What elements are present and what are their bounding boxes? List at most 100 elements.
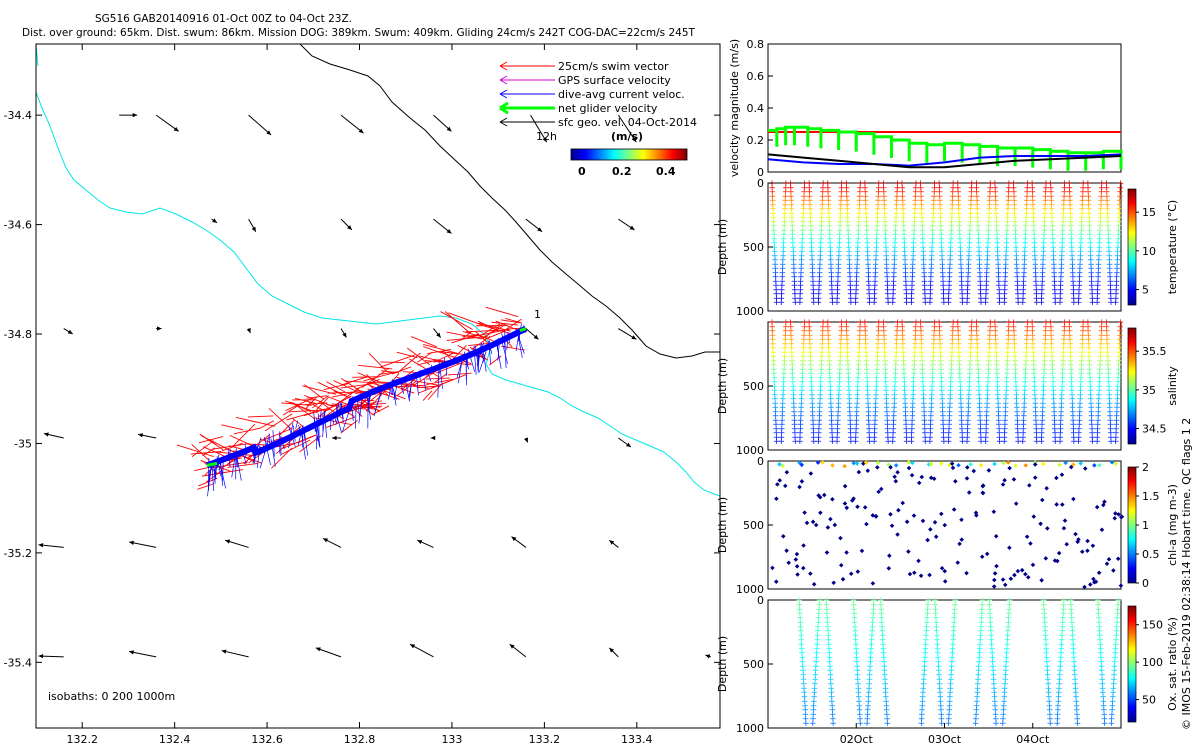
- temperature-data-point: +: [1030, 230, 1038, 240]
- salinity-data-point: +: [791, 433, 799, 443]
- temperature-data-point: +: [1117, 179, 1125, 189]
- map-legend: 25cm/s swim vector GPS surface velocity …: [499, 60, 697, 178]
- salinity-data-point: +: [771, 390, 779, 400]
- temperature-data-point: +: [984, 239, 992, 249]
- temperature-data-point: +: [853, 273, 861, 283]
- temperature-data-point: +: [946, 268, 954, 278]
- temperature-data-point: +: [1088, 281, 1096, 291]
- temperature-data-point: +: [787, 183, 795, 193]
- swim-vector: [397, 381, 417, 396]
- temperature-data-point: +: [854, 239, 862, 249]
- temperature-data-point: +: [1061, 179, 1069, 189]
- temperature-data-point: +: [936, 188, 944, 198]
- temperature-data-point: +: [966, 222, 974, 232]
- temperature-data-point: +: [799, 222, 807, 232]
- temperature-data-point: +: [770, 217, 778, 227]
- temperature-data-point: +: [1022, 234, 1030, 244]
- temperature-data-point: +: [828, 290, 836, 300]
- temperature-data-point: +: [816, 260, 824, 270]
- temperature-data-point: +: [973, 196, 981, 206]
- temperature-data-point: +: [992, 192, 1000, 202]
- temperature-data-point: +: [827, 256, 835, 266]
- temperature-data-point: +: [910, 239, 918, 249]
- temperature-data-point: +: [993, 230, 1001, 240]
- temperature-data-point: +: [863, 230, 871, 240]
- geo-vector-head: [266, 130, 272, 135]
- salinity-data-point: +: [789, 365, 797, 375]
- temperature-data-point: +: [845, 243, 853, 253]
- temperature-data-point: +: [884, 277, 892, 287]
- temperature-data-point: +: [892, 230, 900, 240]
- temperature-data-point: +: [837, 205, 845, 215]
- swim-vector: [427, 349, 452, 355]
- temperature-data-point: +: [908, 281, 916, 291]
- swim-vector: [355, 379, 380, 390]
- temperature-data-point: +: [1085, 200, 1093, 210]
- temperature-data-point: +: [994, 243, 1002, 253]
- temperature-data-point: +: [1003, 226, 1011, 236]
- temperature-data-point: +: [1013, 251, 1021, 261]
- salinity-data-point: +: [781, 339, 789, 349]
- temperature-data-point: +: [1057, 290, 1065, 300]
- temperature-data-point: +: [873, 226, 881, 236]
- geo-vector-head: [625, 442, 631, 447]
- temperature-data-point: +: [996, 298, 1004, 308]
- temperature-data-point: +: [930, 192, 938, 202]
- temperature-data-point: +: [873, 234, 881, 244]
- temperature-data-point: +: [1095, 260, 1103, 270]
- temperature-data-point: +: [1097, 205, 1105, 215]
- temperature-data-point: +: [1002, 247, 1010, 257]
- swim-vector: [221, 424, 244, 431]
- temperature-data-point: +: [986, 183, 994, 193]
- geo-vector-head: [129, 650, 135, 655]
- legend-net-arrowhead: [499, 101, 509, 115]
- temperature-data-point: +: [797, 273, 805, 283]
- temperature-data-point: +: [782, 188, 790, 198]
- temperature-data-point: +: [1075, 281, 1083, 291]
- swim-vector: [448, 312, 484, 326]
- profile-panel-oxygen: ++++++++++++++++++++++++++++++++++++++++…: [716, 594, 1179, 746]
- temperature-data-point: +: [1023, 205, 1031, 215]
- temperature-data-point: +: [845, 230, 853, 240]
- temperature-data-point: +: [835, 243, 843, 253]
- salinity-data-point: +: [769, 344, 777, 354]
- temperature-data-point: +: [1028, 179, 1036, 189]
- salinity-data-point: +: [790, 399, 798, 409]
- temperature-data-point: +: [875, 188, 883, 198]
- temperature-data-point: +: [825, 205, 833, 215]
- temperature-data-point: +: [880, 188, 888, 198]
- temperature-data-point: +: [819, 179, 827, 189]
- temperature-data-point: +: [1084, 183, 1092, 193]
- temperature-data-point: +: [936, 196, 944, 206]
- legend-swim-arrowhead: [499, 61, 508, 71]
- salinity-data-point: +: [780, 378, 788, 388]
- temperature-data-point: +: [1001, 277, 1009, 287]
- temperature-data-point: +: [1067, 226, 1075, 236]
- oxygen-data-point: +: [918, 719, 926, 729]
- temperature-data-point: +: [807, 213, 815, 223]
- temperature-data-point: +: [917, 179, 925, 189]
- temperature-data-point: +: [865, 281, 873, 291]
- temperature-data-point: +: [843, 183, 851, 193]
- temperature-data-point: +: [852, 285, 860, 295]
- salinity-data-point: +: [771, 386, 779, 396]
- chlorophyll-y-tick-label: 500: [743, 519, 764, 532]
- temperature-data-point: +: [1001, 281, 1009, 291]
- oxygen-colorbar-tick-label: 150: [1142, 619, 1163, 632]
- geo-vector-head: [509, 644, 515, 649]
- temperature-data-point: +: [1076, 256, 1084, 266]
- oxygen-y-tick-label: 500: [743, 658, 764, 671]
- temperature-data-point: +: [926, 290, 934, 300]
- dive-avg-current-vector: [264, 437, 271, 466]
- temperature-data-point: +: [1077, 243, 1085, 253]
- geo-vector-head: [138, 433, 144, 438]
- temperature-data-point: +: [1003, 234, 1011, 244]
- temperature-data-point: +: [770, 226, 778, 236]
- temperature-data-point: +: [1079, 192, 1087, 202]
- salinity-data-point: +: [770, 356, 778, 366]
- temperature-data-point: +: [945, 285, 953, 295]
- temperature-data-point: +: [808, 251, 816, 261]
- temperature-data-point: +: [790, 264, 798, 274]
- temperature-data-point: +: [1067, 230, 1075, 240]
- temperature-data-point: +: [928, 251, 936, 261]
